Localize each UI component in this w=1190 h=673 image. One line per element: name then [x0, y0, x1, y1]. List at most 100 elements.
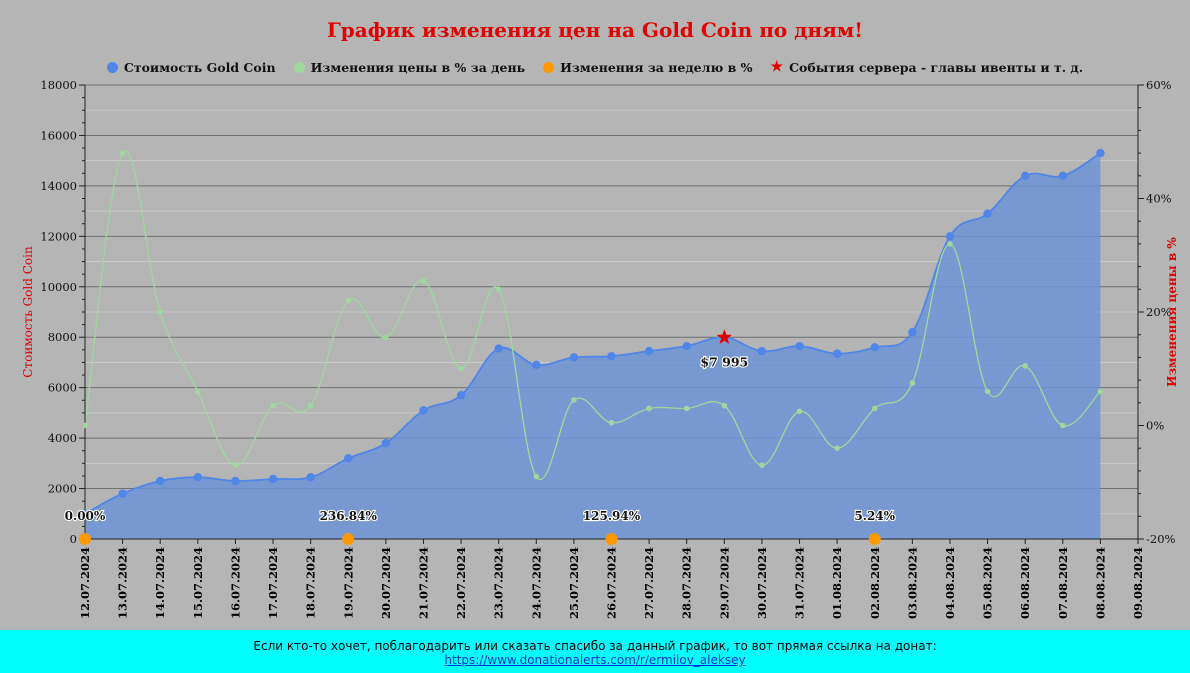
donation-link[interactable]: https://www.donationalerts.com/r/ermilov… — [444, 653, 746, 667]
daily-change-point — [909, 380, 916, 386]
chart-title: График изменения цен на Gold Coin по дня… — [326, 18, 864, 42]
weekly-change-point — [605, 533, 618, 545]
daily-change-point — [345, 297, 352, 304]
daily-change-point — [270, 402, 276, 409]
x-tick-label: 09.08.2024 — [1131, 547, 1145, 619]
event-value-label: $7 995 — [700, 354, 748, 369]
legend-item-events[interactable]: ★ События сервера - главы ивенты и т. д. — [771, 60, 1084, 75]
x-tick-label: 16.07.2024 — [228, 547, 242, 619]
y-left-tick-label: 16000 — [40, 128, 77, 142]
price-area-fill — [85, 153, 1101, 539]
daily-change-point — [1059, 422, 1066, 429]
y-left-tick-label: 6000 — [48, 381, 77, 395]
price-point — [832, 349, 842, 358]
daily-change-point — [871, 405, 878, 412]
weekly-change-label: 5.24% — [854, 509, 895, 523]
daily-change-point — [420, 277, 427, 284]
price-point — [118, 489, 127, 498]
y-left-tick-label: 12000 — [40, 229, 77, 243]
price-point — [344, 454, 353, 463]
x-tick-label: 01.08.2024 — [830, 547, 844, 619]
x-tick-label: 15.07.2024 — [191, 547, 205, 619]
weekly-change-point — [868, 533, 881, 545]
legend-label-events: События сервера - главы ивенты и т. д. — [789, 60, 1084, 75]
daily-change-point — [571, 397, 577, 403]
daily-change-point — [984, 388, 991, 395]
x-tick-label: 07.08.2024 — [1056, 547, 1070, 619]
x-tick-label: 14.07.2024 — [153, 547, 167, 619]
daily-change-point — [232, 462, 239, 469]
daily-change-point — [82, 422, 88, 429]
price-point — [156, 476, 165, 486]
price-point — [80, 509, 90, 518]
daily-change-point — [1097, 388, 1104, 395]
price-point — [1020, 171, 1030, 180]
price-line — [84, 152, 1101, 515]
y-right-axis-title: Изменения цены в % — [1165, 237, 1179, 387]
daily-change-point — [383, 334, 389, 341]
weekly-change-label: 125.94% — [583, 509, 641, 523]
x-tick-label: 28.07.2024 — [680, 547, 694, 619]
x-tick-label: 26.07.2024 — [605, 547, 619, 619]
y-left-tick-label: 18000 — [40, 78, 77, 92]
price-point — [757, 346, 767, 356]
daily-change-point — [307, 402, 314, 409]
x-tick-label: 19.07.2024 — [341, 547, 355, 619]
x-tick-label: 02.08.2024 — [868, 547, 882, 619]
price-point — [1096, 148, 1105, 158]
price-point — [306, 473, 315, 482]
daily-change-point — [796, 408, 803, 415]
price-point — [569, 353, 579, 362]
y-left-tick-label: 2000 — [48, 482, 77, 496]
price-point — [419, 406, 428, 415]
daily-change-line — [84, 150, 1101, 481]
daily-change-point — [759, 462, 765, 469]
price-point — [983, 209, 992, 218]
price-point — [870, 343, 879, 352]
y-right-tick-label: 40% — [1146, 192, 1172, 206]
y-right-tick-label: 20% — [1146, 305, 1172, 319]
daily-change-point — [683, 405, 690, 412]
area-layer — [84, 150, 1101, 539]
legend-circle-icon — [106, 62, 118, 73]
price-point — [381, 438, 391, 448]
price-point — [908, 327, 917, 337]
footer-banner: Если кто-то хочет, поблагодарить или ска… — [0, 630, 1190, 673]
daily-change-point — [195, 388, 201, 395]
price-point — [532, 360, 541, 370]
axes-layer: 0 2000 4000 6000 8000 10000 12000 14000 16000 180… — [21, 78, 1179, 619]
price-point — [494, 344, 503, 353]
x-tick-label: 13.07.2024 — [116, 547, 130, 619]
x-tick-label: 04.08.2024 — [943, 547, 957, 619]
x-tick-label: 17.07.2024 — [266, 547, 280, 619]
y-left-tick-label: 0 — [70, 532, 77, 546]
x-tick-label: 12.07.2024 — [78, 547, 92, 619]
y-right-tick-label: 60% — [1146, 78, 1172, 92]
price-point — [268, 474, 278, 484]
x-tick-label: 24.07.2024 — [529, 547, 543, 619]
legend-item-price[interactable]: Стоимость Gold Coin — [106, 60, 276, 75]
legend-label-daily-change: Изменения цены в % за день — [310, 60, 526, 75]
price-point — [193, 473, 203, 482]
event-star-icon — [716, 329, 732, 344]
legend-item-daily-change[interactable]: Изменения цены в % за день — [293, 60, 526, 75]
x-tick-label: 27.07.2024 — [642, 547, 656, 619]
price-point — [644, 346, 654, 356]
x-tick-label: 29.07.2024 — [717, 547, 731, 619]
daily-change-point — [157, 309, 164, 315]
daily-change-point — [495, 286, 502, 293]
weekly-change-label: 0.00% — [65, 509, 106, 523]
price-point — [682, 341, 691, 351]
x-tick-label: 08.08.2024 — [1093, 547, 1107, 619]
labels-layer: 0.00% 236.84% 125.94% 5.24% $7 995 — [64, 353, 897, 524]
y-left-tick-label: 14000 — [40, 179, 77, 193]
price-point — [1058, 171, 1067, 180]
legend-item-weekly-change[interactable]: Изменения за неделю в % — [543, 60, 753, 75]
price-point — [945, 232, 955, 241]
x-tick-label: 05.08.2024 — [981, 547, 995, 619]
x-tick-label: 30.07.2024 — [755, 547, 769, 619]
daily-change-point — [458, 365, 464, 372]
x-tick-label: 22.07.2024 — [454, 547, 468, 619]
x-tick-label: 18.07.2024 — [304, 547, 318, 619]
daily-change-point — [947, 241, 953, 247]
